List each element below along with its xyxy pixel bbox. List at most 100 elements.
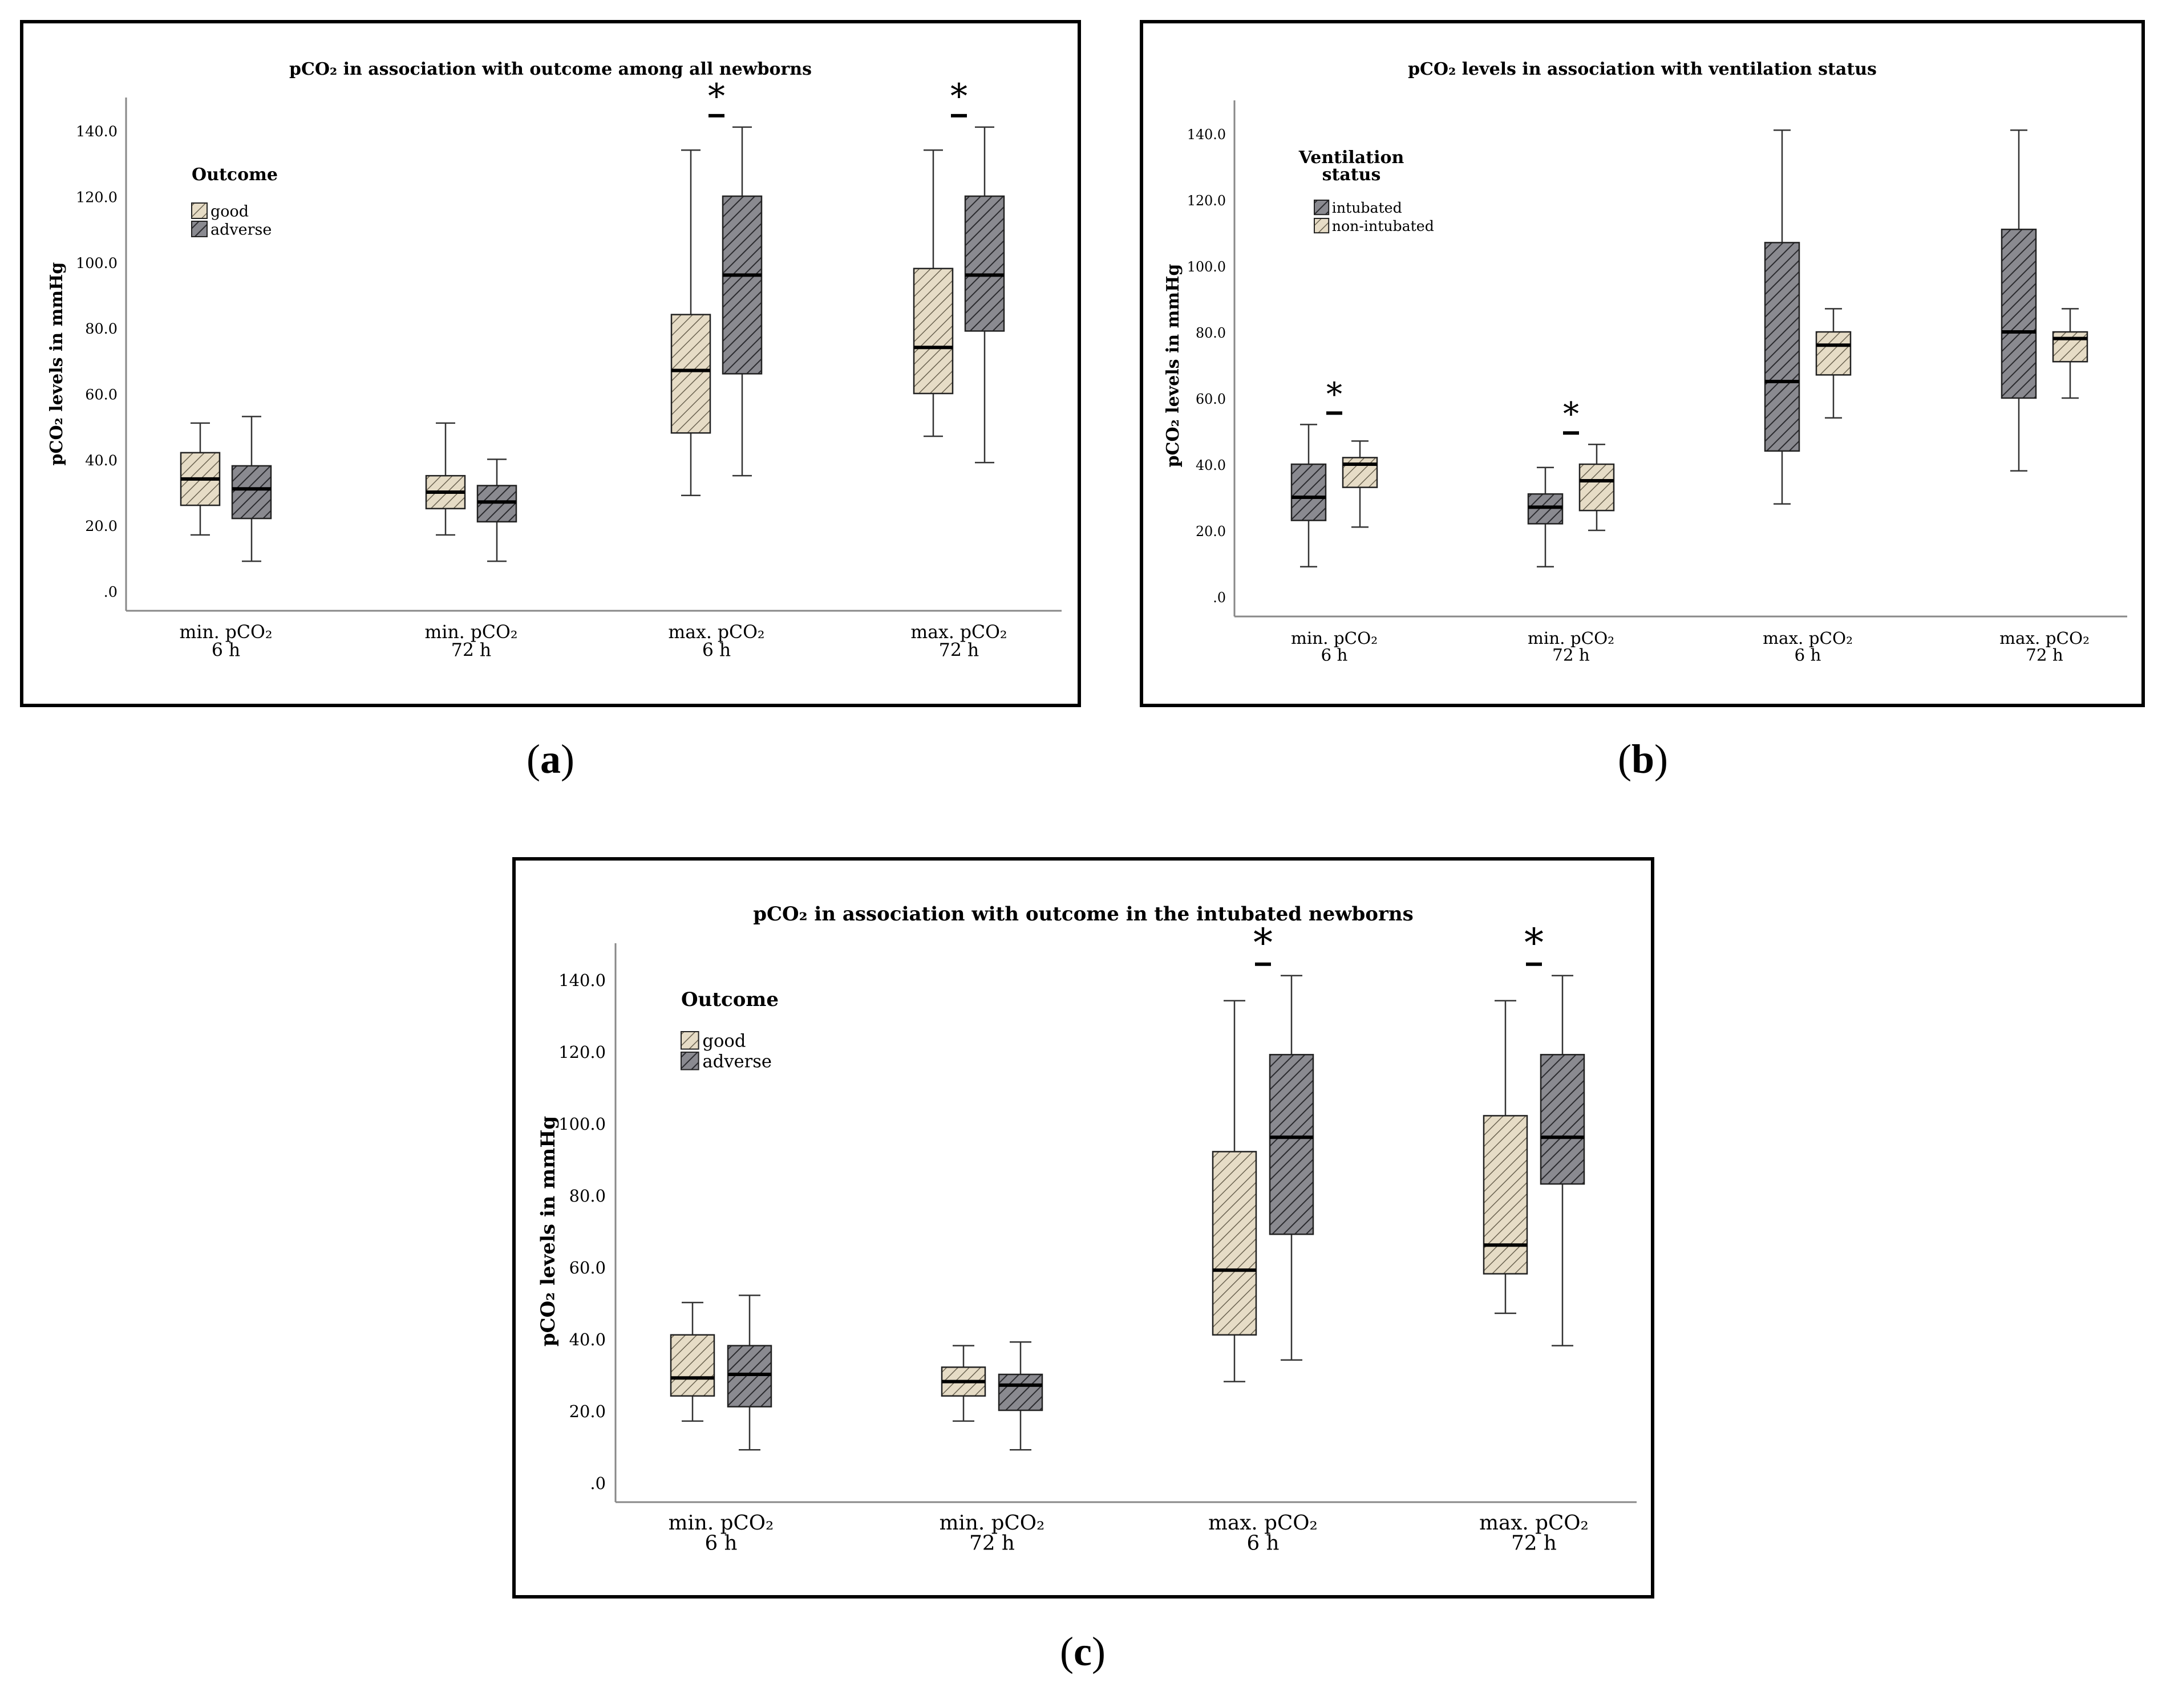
x-category-label-line2: 6 h: [212, 640, 240, 661]
chart-title: pCO₂ in association with outcome in the …: [753, 903, 1414, 926]
y-axis-label: pCO₂ levels in mmHg: [1163, 264, 1183, 468]
legend-swatch-good: [191, 202, 208, 219]
chart-title: pCO₂ levels in association with ventilat…: [1408, 59, 1877, 79]
legend-title: Outcome: [681, 988, 779, 1011]
legend-swatch-good: [681, 1031, 699, 1050]
box-adverse: [231, 465, 272, 520]
caption-c-letter: c: [1074, 1629, 1092, 1674]
caption-c: (c): [1060, 1629, 1106, 1674]
x-category-label-line1: max. pCO₂: [1479, 1511, 1589, 1535]
x-category-label-line1: max. pCO₂: [668, 622, 764, 643]
x-category-label-line1: min. pCO₂: [425, 622, 518, 643]
y-tick-label: 100.0: [558, 1114, 606, 1134]
y-tick-label: 60.0: [85, 387, 118, 404]
legend-swatch-intubated: [1314, 200, 1330, 216]
x-category-label-line1: max. pCO₂: [1999, 628, 2090, 648]
box-good: [1212, 1151, 1257, 1336]
x-category-label-line1: max. pCO₂: [1208, 1511, 1318, 1535]
x-category-label-line2: 6 h: [1795, 645, 1821, 664]
x-category-label-line2: 72 h: [1511, 1532, 1557, 1555]
chart-a: pCO₂ in association with outcome among a…: [47, 59, 1062, 661]
y-axis-label: pCO₂ levels in mmHg: [537, 1116, 560, 1346]
x-category-label-line2: 72 h: [939, 640, 979, 661]
y-tick-label: 20.0: [85, 518, 118, 535]
significance-asterisk: *: [1524, 921, 1544, 966]
box-non-intubated: [1578, 463, 1615, 512]
y-tick-label: 80.0: [1196, 325, 1226, 341]
box-adverse: [722, 195, 763, 375]
x-category-label-line2: 6 h: [702, 640, 731, 661]
y-tick-label: 40.0: [1196, 457, 1226, 473]
y-tick-label: .0: [590, 1474, 606, 1493]
y-tick-label: 100.0: [1187, 259, 1226, 275]
x-category-label-line2: 72 h: [969, 1532, 1015, 1555]
box-adverse: [1269, 1054, 1314, 1235]
panel-b: pCO₂ levels in association with ventilat…: [1140, 20, 2145, 707]
box-good: [913, 267, 954, 395]
box-intubated: [1764, 242, 1800, 452]
y-tick-label: 120.0: [1187, 193, 1226, 209]
box-adverse: [1540, 1054, 1585, 1185]
x-category-label-line1: min. pCO₂: [1528, 628, 1614, 648]
legend-label: non-intubated: [1332, 218, 1434, 234]
x-category-label-line2: 72 h: [451, 640, 491, 661]
box-adverse: [964, 195, 1005, 332]
legend-title-line2: status: [1322, 165, 1381, 185]
legend-label: intubated: [1332, 200, 1402, 216]
y-tick-label: .0: [104, 584, 118, 601]
panel-c: pCO₂ in association with outcome in the …: [512, 857, 1654, 1599]
box-adverse: [998, 1373, 1043, 1411]
legend-label: good: [702, 1032, 746, 1052]
significance-asterisk: *: [708, 76, 725, 116]
box-good: [1483, 1115, 1528, 1275]
box-good: [670, 1334, 715, 1397]
y-tick-label: 140.0: [1187, 127, 1226, 143]
significance-asterisk: *: [1253, 921, 1273, 966]
y-tick-label: 20.0: [1196, 524, 1226, 539]
y-tick-label: 120.0: [558, 1042, 606, 1062]
legend-label: adverse: [210, 221, 272, 238]
y-tick-label: 140.0: [76, 123, 118, 140]
legend-swatch-non-intubated: [1314, 218, 1330, 234]
box-non-intubated: [1815, 331, 1852, 376]
x-category-label-line2: 6 h: [1321, 645, 1348, 664]
legend-title: Outcome: [192, 165, 278, 185]
legend-title: Ventilation: [1298, 148, 1404, 168]
legend-swatch-adverse: [191, 221, 208, 237]
chart-title: pCO₂ in association with outcome among a…: [289, 59, 812, 79]
y-tick-label: 20.0: [569, 1402, 606, 1421]
panel-a: pCO₂ in association with outcome among a…: [20, 20, 1081, 707]
box-adverse: [727, 1345, 772, 1407]
box-non-intubated: [1342, 457, 1378, 488]
y-tick-label: 100.0: [76, 255, 118, 272]
y-tick-label: 40.0: [85, 452, 118, 469]
y-tick-label: 80.0: [569, 1186, 606, 1206]
chart-c: pCO₂ in association with outcome in the …: [537, 903, 1637, 1555]
caption-a: (a): [527, 736, 574, 782]
y-tick-label: 60.0: [1196, 391, 1226, 407]
x-category-label-line1: max. pCO₂: [1763, 628, 1853, 648]
box-good: [670, 314, 711, 434]
x-category-label-line1: max. pCO₂: [910, 622, 1007, 643]
y-tick-label: 40.0: [569, 1330, 606, 1349]
significance-asterisk: *: [1326, 376, 1342, 413]
caption-a-letter: a: [540, 736, 561, 782]
x-category-label-line2: 72 h: [2026, 645, 2063, 664]
y-tick-label: 60.0: [569, 1258, 606, 1277]
caption-b-letter: b: [1631, 736, 1655, 782]
x-category-label-line2: 6 h: [705, 1532, 737, 1555]
chart-b: pCO₂ levels in association with ventilat…: [1163, 59, 2127, 664]
x-category-label-line1: min. pCO₂: [940, 1511, 1045, 1535]
x-category-label-line2: 6 h: [1246, 1532, 1279, 1555]
x-category-label-line1: min. pCO₂: [669, 1511, 774, 1535]
box-intubated: [2001, 228, 2037, 399]
y-tick-label: 140.0: [558, 971, 606, 990]
x-category-label-line2: 72 h: [1552, 645, 1590, 664]
significance-asterisk: *: [1563, 396, 1579, 433]
y-tick-label: 120.0: [76, 189, 118, 206]
significance-asterisk: *: [950, 76, 967, 116]
caption-b: (b): [1617, 736, 1668, 782]
x-category-label-line1: min. pCO₂: [180, 622, 273, 643]
y-axis-label: pCO₂ levels in mmHg: [47, 262, 67, 466]
box-intubated: [1290, 463, 1327, 521]
